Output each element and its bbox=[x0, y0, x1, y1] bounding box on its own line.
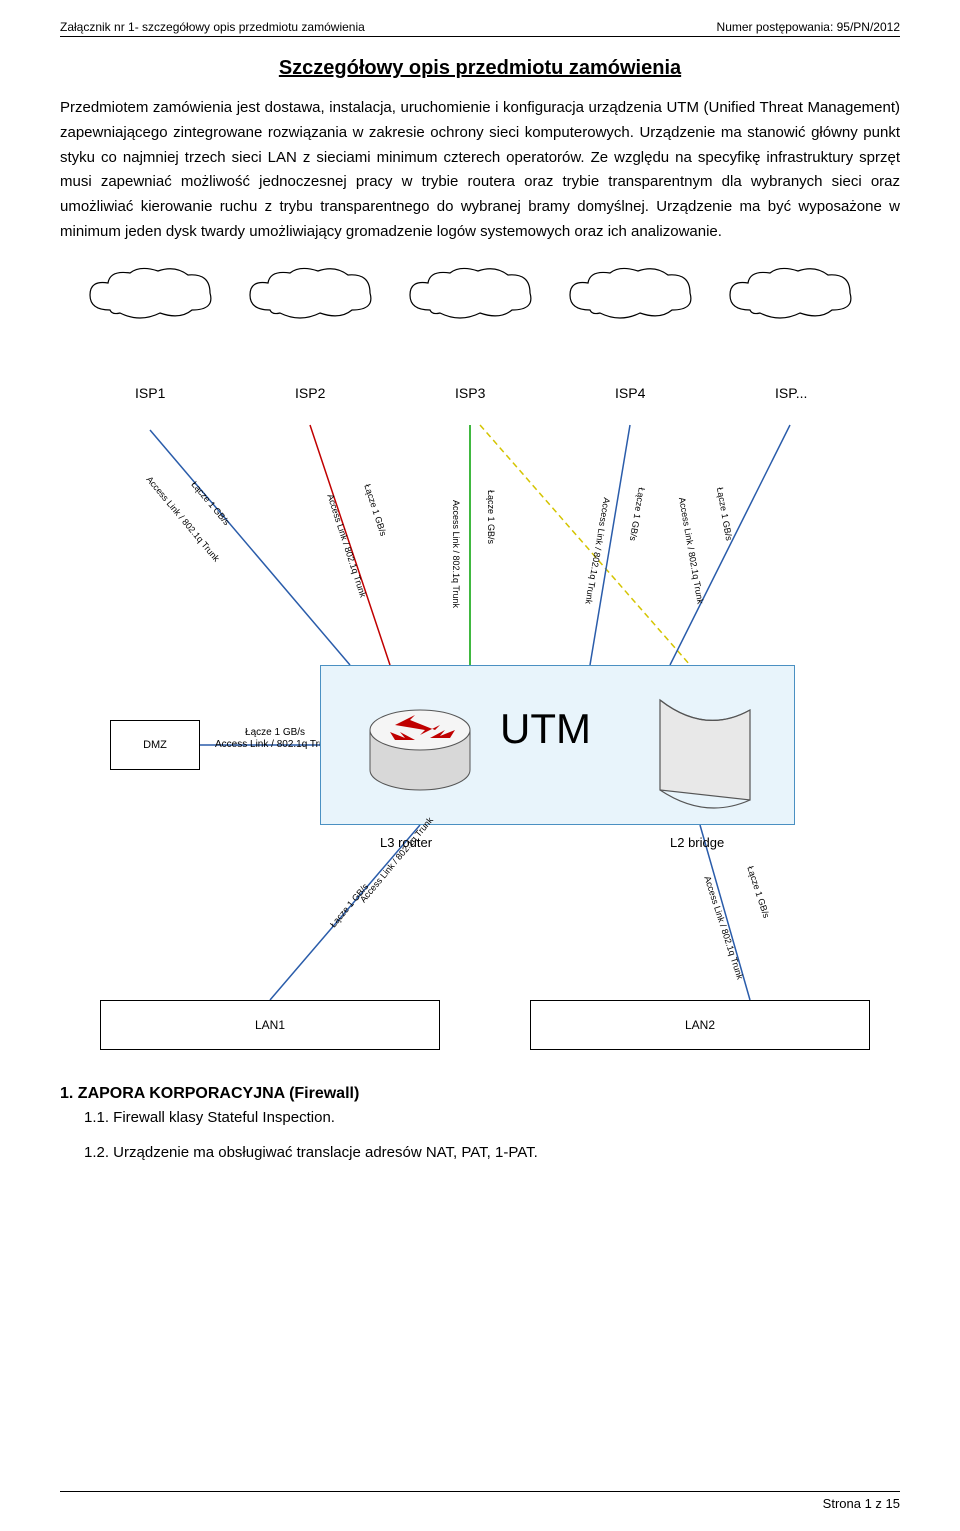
utm-label: UTM bbox=[500, 705, 591, 753]
lan2-box: LAN2 bbox=[530, 1000, 870, 1050]
section-1-heading: 1. ZAPORA KORPORACYJNA (Firewall) bbox=[60, 1085, 900, 1103]
lan2-link-b: Access Link / 802.1q Trunk bbox=[701, 875, 732, 945]
page-footer: Strona 1 z 15 bbox=[60, 1491, 900, 1511]
router-icon bbox=[365, 690, 475, 800]
section-1-2: 1.2. Urządzenie ma obsługiwać translacje… bbox=[84, 1144, 900, 1161]
network-diagram: ISP1 ISP2 ISP3 ISP4 ISP... Łącze 1 GB/s … bbox=[70, 265, 890, 1055]
cloud-isp4 bbox=[560, 265, 700, 325]
cloud-isp3 bbox=[400, 265, 540, 325]
link5-b: Access Link / 802.1q Trunk bbox=[676, 496, 698, 567]
lan1-label: LAN1 bbox=[255, 1018, 285, 1032]
link4-a: Łącze 1 GB/s bbox=[624, 486, 646, 557]
link1-b: Access Link / 802.1q Trunk bbox=[144, 474, 197, 534]
isp1-label: ISP1 bbox=[135, 385, 165, 401]
cloud-isp1 bbox=[80, 265, 220, 325]
link2-b: Access Link / 802.1q Trunk bbox=[324, 493, 355, 563]
bridge-icon bbox=[640, 680, 770, 810]
link5-a: Łącze 1 GB/s bbox=[714, 486, 736, 557]
header-left: Załącznik nr 1- szczegółowy opis przedmi… bbox=[60, 20, 365, 34]
cloud-isp5 bbox=[720, 265, 860, 325]
link2-a: Łącze 1 GB/s bbox=[361, 483, 392, 553]
section-1-1: 1.1. Firewall klasy Stateful Inspection. bbox=[84, 1109, 900, 1126]
dmz-link-label: Łącze 1 GB/s Access Link / 802.1q Trunk bbox=[215, 727, 335, 751]
lan1-link-b: Access Link / 802.1q Trunk bbox=[359, 844, 412, 904]
dmz-link-top: Łącze 1 GB/s bbox=[215, 727, 335, 739]
link3-a: Łącze 1 GB/s bbox=[485, 489, 495, 559]
dmz-box: DMZ bbox=[110, 720, 200, 770]
bridge-label: L2 bridge bbox=[670, 835, 724, 850]
header-right: Numer postępowania: 95/PN/2012 bbox=[717, 20, 900, 34]
intro-paragraph: Przedmiotem zamówienia jest dostawa, ins… bbox=[60, 96, 900, 245]
page-number: Strona 1 z 15 bbox=[823, 1496, 900, 1511]
document-title: Szczegółowy opis przedmiotu zamówienia bbox=[60, 57, 900, 80]
lan2-label: LAN2 bbox=[685, 1018, 715, 1032]
isp4-label: ISP4 bbox=[615, 385, 645, 401]
dmz-link-bottom: Access Link / 802.1q Trunk bbox=[215, 739, 335, 751]
isp2-label: ISP2 bbox=[295, 385, 325, 401]
isp5-label: ISP... bbox=[775, 385, 807, 401]
lan1-box: LAN1 bbox=[100, 1000, 440, 1050]
cloud-isp2 bbox=[240, 265, 380, 325]
link3-b: Access Link / 802.1q Trunk bbox=[450, 499, 460, 569]
diagram-connections bbox=[70, 265, 890, 1055]
dmz-label: DMZ bbox=[143, 739, 167, 751]
isp3-label: ISP3 bbox=[455, 385, 485, 401]
link4-b: Access Link / 802.1q Trunk bbox=[589, 496, 611, 567]
page-header: Załącznik nr 1- szczegółowy opis przedmi… bbox=[60, 20, 900, 37]
lan2-link-a: Łącze 1 GB/s bbox=[744, 865, 775, 935]
